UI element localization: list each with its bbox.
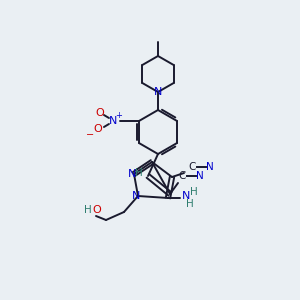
Text: C: C <box>188 162 196 172</box>
Text: O: O <box>96 108 104 118</box>
Text: N: N <box>182 191 190 201</box>
Text: +: + <box>116 112 122 121</box>
Text: N: N <box>196 171 204 181</box>
Text: N: N <box>109 116 117 126</box>
Text: N: N <box>132 191 140 201</box>
Text: N: N <box>206 162 214 172</box>
Text: O: O <box>93 205 101 215</box>
Text: H: H <box>186 199 194 209</box>
Text: H: H <box>190 187 198 197</box>
Text: C: C <box>178 171 186 181</box>
Text: N: N <box>128 169 136 179</box>
Text: O: O <box>94 124 102 134</box>
Text: H: H <box>84 205 92 215</box>
Text: H: H <box>135 168 143 178</box>
Text: N: N <box>154 87 162 97</box>
Text: −: − <box>86 130 94 140</box>
